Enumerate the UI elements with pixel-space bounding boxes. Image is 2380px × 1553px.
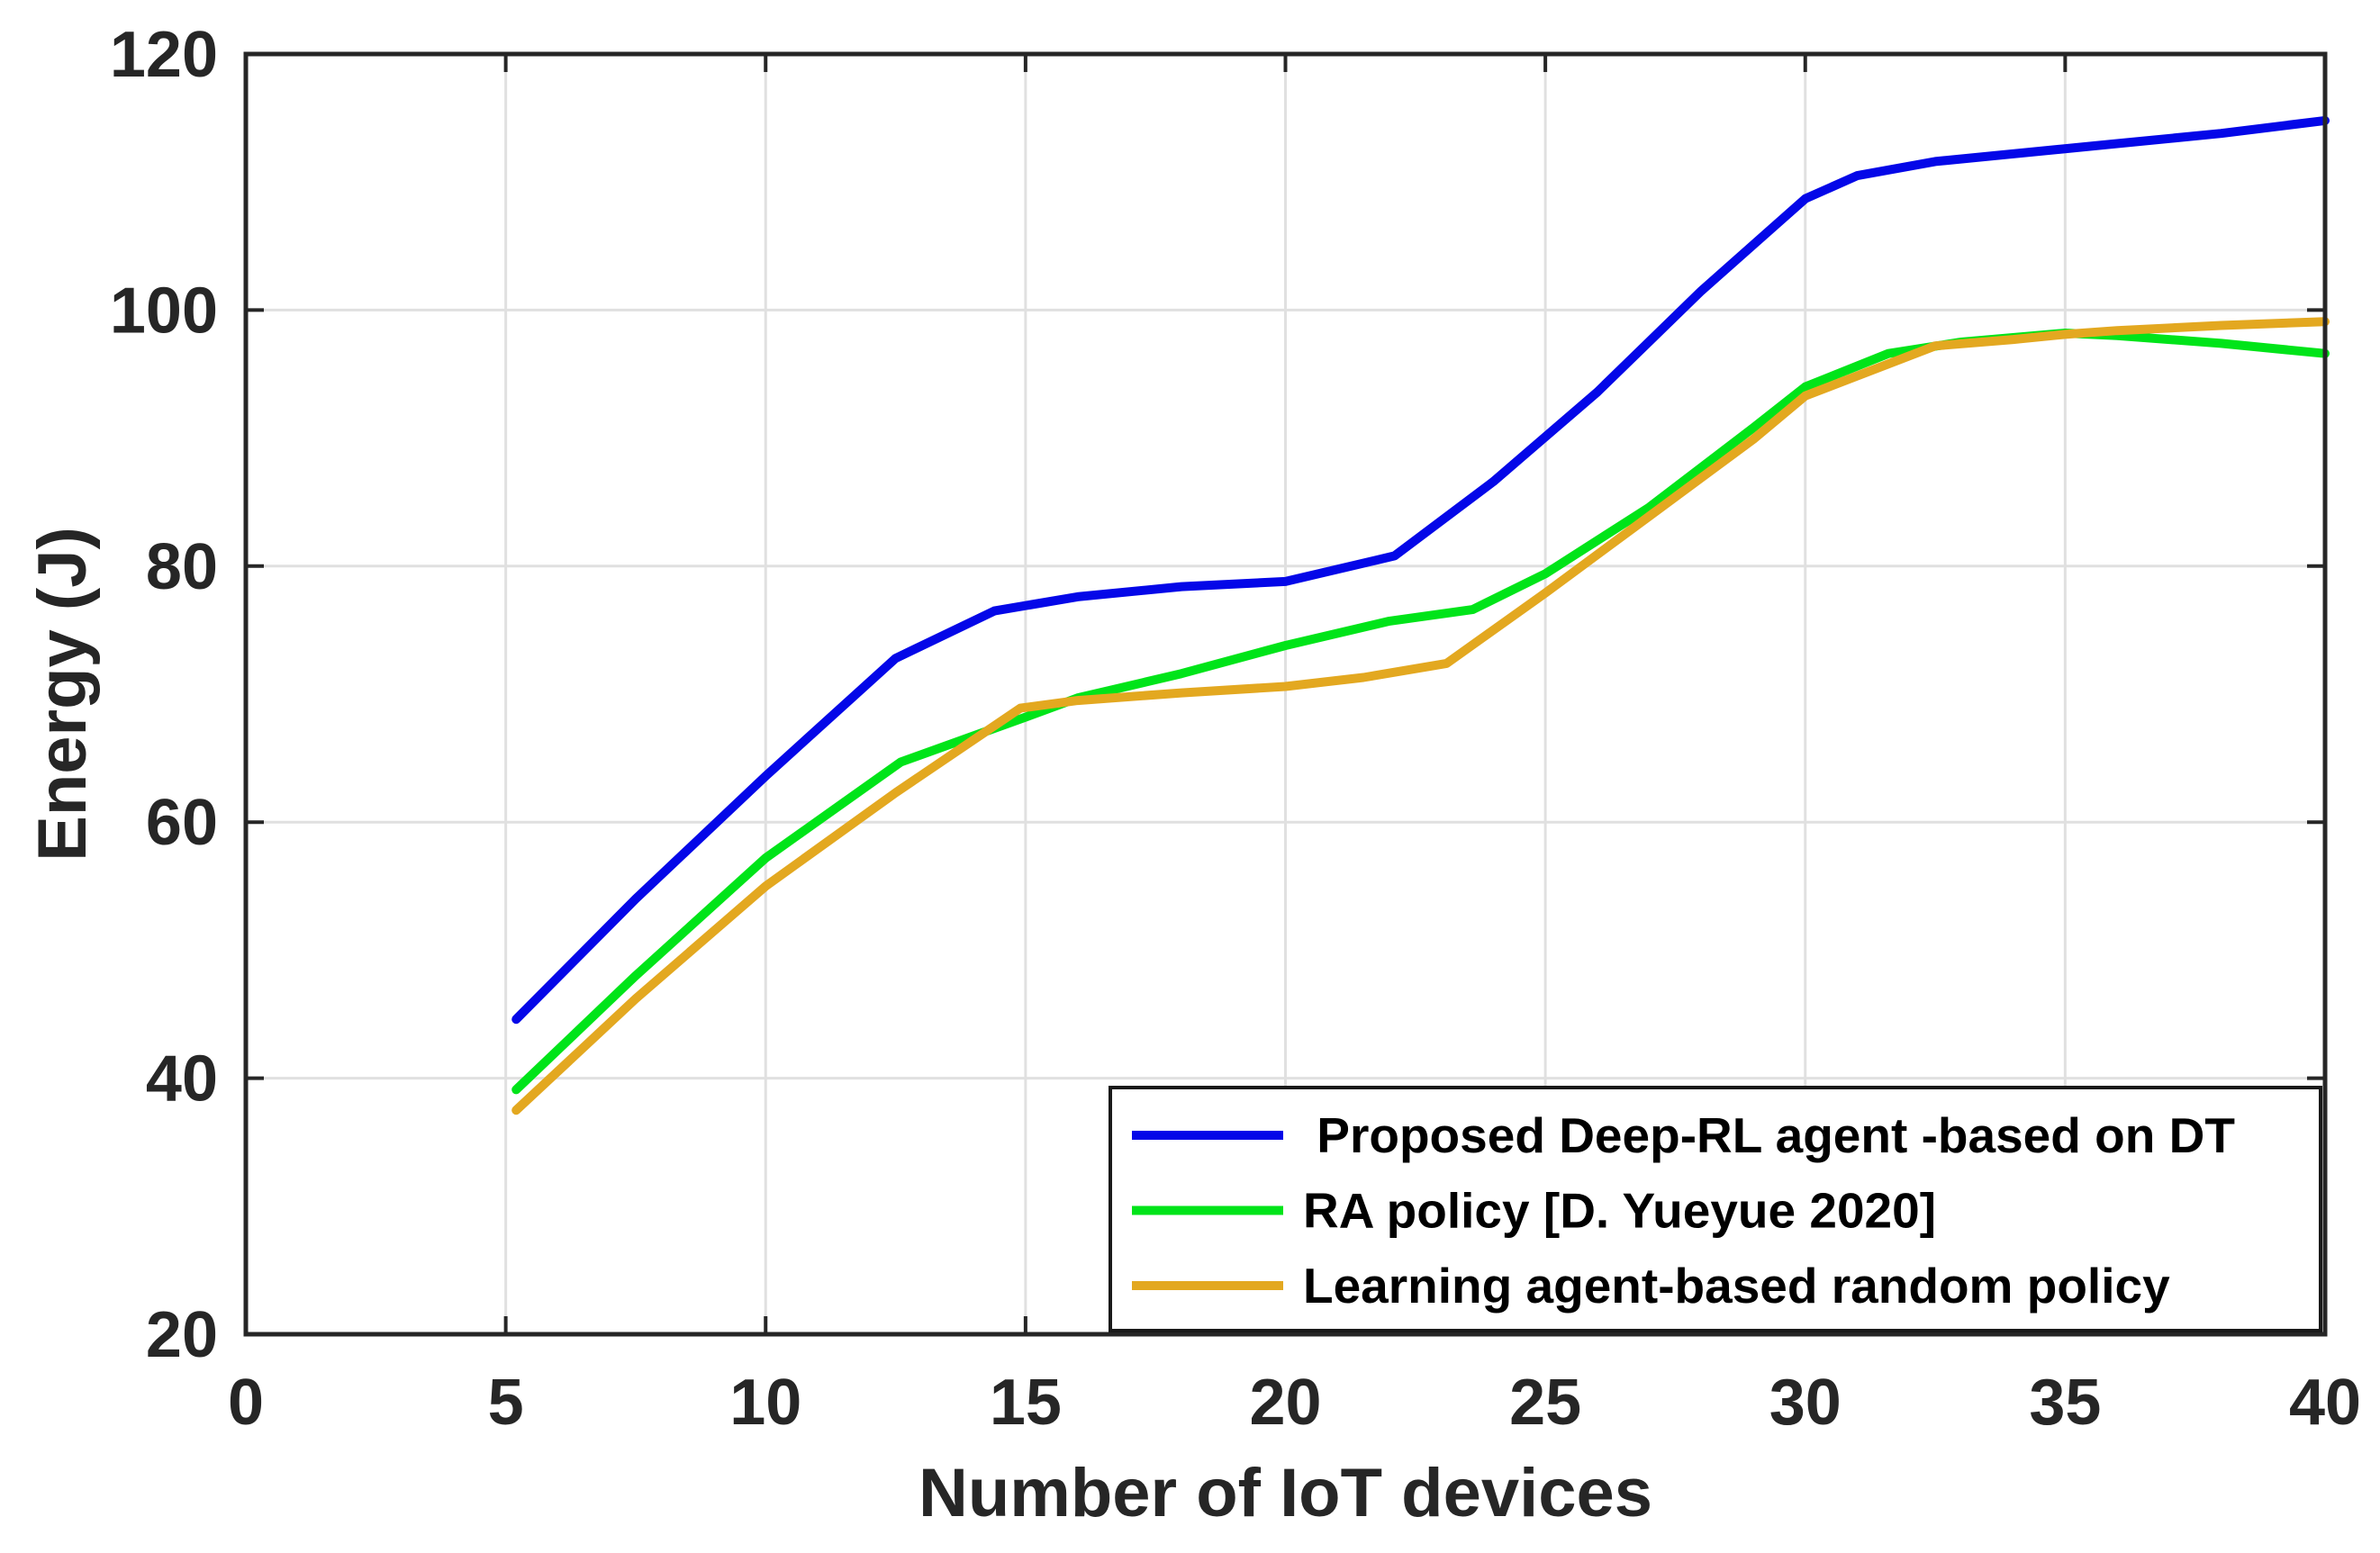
y-tick-label: 20 xyxy=(146,1299,218,1371)
y-axis-title: Energy (J) xyxy=(24,527,101,862)
y-tick-label: 100 xyxy=(110,275,218,347)
y-tick-label: 80 xyxy=(146,531,218,603)
legend-box xyxy=(1109,1086,2322,1332)
y-tick-label: 60 xyxy=(146,787,218,859)
x-tick-label: 15 xyxy=(990,1367,1062,1439)
x-tick-label: 20 xyxy=(1249,1367,1321,1439)
x-tick-label: 25 xyxy=(1509,1367,1581,1439)
x-tick-label: 30 xyxy=(1769,1367,1842,1439)
x-axis-title: Number of IoT devices xyxy=(919,1455,1652,1531)
x-tick-label: 40 xyxy=(2289,1367,2361,1439)
y-tick-label: 120 xyxy=(110,19,218,91)
series-line-1 xyxy=(511,329,2330,1095)
series-line-2 xyxy=(511,317,2330,1115)
legend-label-1: RA policy [D. Yueyue 2020] xyxy=(1303,1183,1936,1239)
legend-label-0: Proposed Deep-RL agent -based on DT xyxy=(1303,1107,2235,1163)
legend-label-2: Learning agent-based random policy xyxy=(1303,1258,2170,1314)
y-tick-label: 40 xyxy=(146,1043,218,1115)
x-tick-label: 0 xyxy=(228,1367,264,1439)
x-tick-label: 10 xyxy=(729,1367,801,1439)
series-line-0 xyxy=(511,115,2330,1025)
x-tick-label: 5 xyxy=(488,1367,524,1439)
x-tick-label: 35 xyxy=(2029,1367,2101,1439)
